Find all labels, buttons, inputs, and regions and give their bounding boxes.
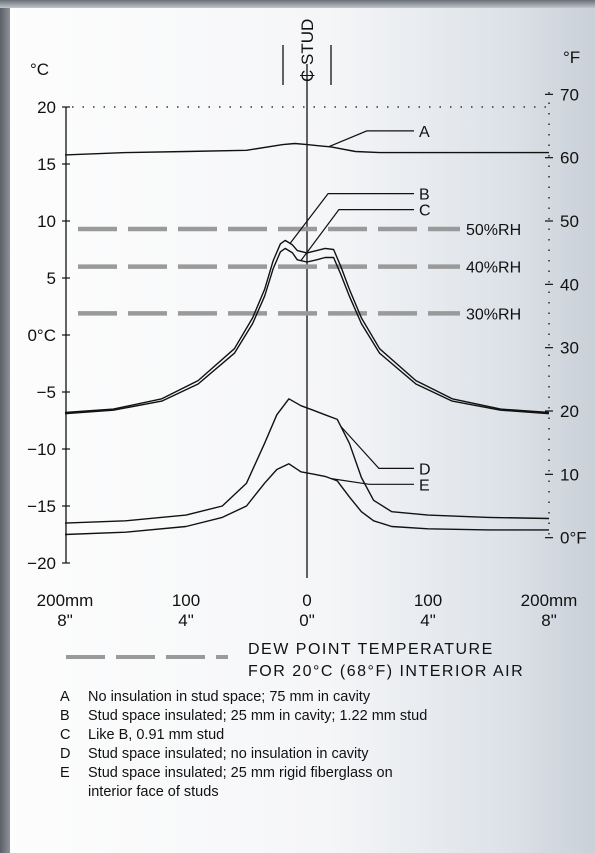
x-tick-label-mm-4: 200mm — [521, 591, 578, 610]
right-tick-label-2: 50 — [560, 212, 579, 231]
key-letter — [60, 783, 88, 802]
dew-point-label-2: 30%RH — [466, 306, 521, 323]
temperature-profile-chart: ₵ STUD °C °F 20 15 10 5 0°C −5 −10 −15 −20 70 60 50 40 3… — [27, 19, 586, 680]
right-unit-label: °F — [563, 48, 580, 67]
series-line-C — [64, 247, 550, 415]
key-description: No insulation in stud space; 75 mm in ca… — [88, 689, 371, 705]
dew-point-label-0: 50%RH — [466, 222, 521, 239]
right-tick-label-0: 70 — [560, 85, 579, 104]
curve-label-B: B — [419, 187, 430, 204]
series-line-A — [64, 142, 549, 156]
leader-line-E — [331, 478, 414, 485]
leader-line-D — [340, 426, 414, 469]
left-tick-label-1: 15 — [37, 155, 56, 174]
leader-line-A — [328, 130, 414, 148]
left-unit-label: °C — [30, 60, 49, 79]
right-tick-label-5: 20 — [560, 402, 579, 421]
x-tick-label-in-4: 8" — [541, 611, 557, 630]
x-tick-label-mm-0: 200mm — [37, 591, 94, 610]
curve-label-D: D — [419, 461, 431, 478]
legend-layer: DEW POINT TEMPERATURE FOR 20°C (68°F) INT… — [66, 641, 524, 680]
key-row: D Stud space insulated; no insulation in … — [60, 745, 580, 764]
left-tick-label-2: 10 — [37, 212, 56, 231]
x-tick-label-mm-3: 100 — [414, 591, 442, 610]
x-tick-label-mm-1: 100 — [172, 591, 200, 610]
curve-label-E: E — [419, 477, 430, 494]
right-tick-label-4: 30 — [560, 339, 579, 358]
dew-point-label-1: 40%RH — [466, 260, 521, 277]
curve-key: A No insulation in stud space; 75 mm in c… — [60, 688, 580, 802]
left-tick-label-6: −10 — [27, 440, 56, 459]
legend-line-2: FOR 20°C (68°F) INTERIOR AIR — [248, 663, 524, 680]
key-letter: A — [60, 689, 70, 705]
key-row: A No insulation in stud space; 75 mm in c… — [60, 688, 580, 707]
series-line-D — [64, 398, 550, 524]
curve-labels-layer: A BC DE — [289, 124, 431, 494]
key-row: interior face of studs — [60, 783, 580, 802]
frame-left-edge — [0, 0, 10, 853]
right-tick-label-7: 0°F — [560, 529, 587, 548]
left-tick-label-8: −20 — [27, 554, 56, 573]
series-line-B — [64, 239, 550, 414]
axes-layer: ₵ STUD °C °F 20 15 10 5 0°C −5 −10 −15 −20 70 60 50 40 3… — [27, 19, 586, 630]
left-tick-label-7: −15 — [27, 497, 56, 516]
key-row: E Stud space insulated; 25 mm rigid fiber… — [60, 764, 580, 783]
series-line-E — [64, 463, 549, 536]
key-letter: B — [60, 708, 70, 724]
curve-label-C: C — [419, 203, 431, 220]
x-tick-label-in-0: 8" — [57, 611, 73, 630]
key-description: Stud space insulated; no insulation in c… — [88, 746, 369, 762]
key-letter: C — [60, 727, 71, 743]
key-row: C Like B, 0.91 mm stud — [60, 726, 580, 745]
key-row: B Stud space insulated; 25 mm in cavity; … — [60, 707, 580, 726]
x-tick-label-mm-2: 0 — [302, 591, 311, 610]
stud-label: ₵ STUD — [298, 19, 317, 82]
left-tick-label-5: −5 — [37, 383, 56, 402]
key-description: Stud space insulated; 25 mm rigid fiberg… — [88, 765, 393, 781]
legend-line-1: DEW POINT TEMPERATURE — [248, 641, 494, 658]
dew-point-layer: 50%RH 40%RH 30%RH — [78, 222, 521, 323]
frame-top-edge — [0, 0, 595, 8]
series-layer — [64, 142, 550, 536]
leader-line-B — [289, 193, 414, 244]
curve-label-A: A — [419, 124, 430, 141]
right-tick-label-1: 60 — [560, 149, 579, 168]
left-tick-label-3: 5 — [47, 269, 56, 288]
key-letter: E — [60, 765, 70, 781]
key-description: Stud space insulated; 25 mm in cavity; 1… — [88, 708, 428, 724]
key-description: Like B, 0.91 mm stud — [88, 727, 225, 743]
key-letter: D — [60, 746, 71, 762]
x-tick-label-in-3: 4" — [420, 611, 436, 630]
key-description: interior face of studs — [88, 784, 219, 800]
left-tick-label-4: 0°C — [27, 326, 56, 345]
right-tick-label-3: 40 — [560, 275, 579, 294]
left-tick-label-0: 20 — [37, 98, 56, 117]
x-tick-label-in-2: 0" — [299, 611, 315, 630]
leader-line-C — [300, 209, 414, 261]
right-tick-label-6: 10 — [560, 465, 579, 484]
x-tick-label-in-1: 4" — [178, 611, 194, 630]
